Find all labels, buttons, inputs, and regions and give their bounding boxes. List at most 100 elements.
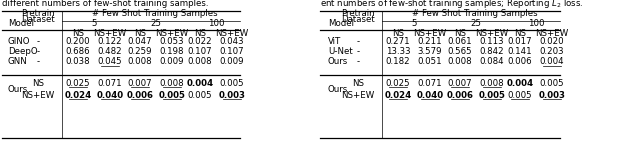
Text: 0.005: 0.005 [508,90,532,100]
Text: 0.024: 0.024 [385,90,412,100]
Text: 0.004: 0.004 [540,58,564,66]
Text: 0.482: 0.482 [98,48,122,57]
Text: 13.33: 13.33 [386,48,410,57]
Text: 0.040: 0.040 [417,90,444,100]
Text: # Few Shot Training Samples: # Few Shot Training Samples [412,9,538,17]
Text: 0.113: 0.113 [480,37,504,46]
Text: 0.040: 0.040 [97,90,124,100]
Text: NS: NS [72,29,84,37]
Text: 0.004: 0.004 [186,79,214,87]
Text: 0.020: 0.020 [540,37,564,46]
Text: 0.005: 0.005 [220,79,244,87]
Text: -: - [36,58,40,66]
Text: -: - [36,48,40,57]
Text: Dataset: Dataset [21,14,55,23]
Text: NS+EW: NS+EW [21,90,54,100]
Text: Pretrain: Pretrain [21,9,55,17]
Text: 100: 100 [208,19,224,29]
Text: 0.043: 0.043 [220,37,244,46]
Text: 0.271: 0.271 [386,37,410,46]
Text: 0.071: 0.071 [98,79,122,87]
Text: GINO: GINO [8,37,31,46]
Text: 0.003: 0.003 [538,90,566,100]
Text: Model: Model [8,18,34,28]
Text: NS+EW: NS+EW [216,29,248,37]
Text: 3.579: 3.579 [418,48,442,57]
Text: 0.005: 0.005 [540,79,564,87]
Text: 0.007: 0.007 [128,79,152,87]
Text: 0.017: 0.017 [508,37,532,46]
Text: 0.038: 0.038 [66,58,90,66]
Text: GNN: GNN [8,58,28,66]
Text: different numbers of few-shot training samples.: different numbers of few-shot training s… [2,0,209,9]
Text: 0.025: 0.025 [66,79,90,87]
Text: 25: 25 [470,19,481,29]
Text: NS+EW: NS+EW [536,29,568,37]
Text: -: - [356,58,360,66]
Text: 100: 100 [528,19,544,29]
Text: Model: Model [328,18,354,28]
Text: 5: 5 [412,19,417,29]
Text: NS: NS [134,29,146,37]
Text: 0.565: 0.565 [448,48,472,57]
Text: 0.009: 0.009 [220,58,244,66]
Text: ent numbers of few-shot training samples; Reporting $L_2$ loss.: ent numbers of few-shot training samples… [320,0,584,11]
Text: 0.024: 0.024 [65,90,92,100]
Text: -: - [356,48,360,57]
Text: Ours: Ours [8,84,28,93]
Text: NS: NS [454,29,466,37]
Text: 0.047: 0.047 [128,37,152,46]
Text: 0.211: 0.211 [418,37,442,46]
Text: # Few Shot Training Samples: # Few Shot Training Samples [92,9,218,17]
Text: 0.022: 0.022 [188,37,212,46]
Text: 0.842: 0.842 [480,48,504,57]
Text: 0.107: 0.107 [220,48,244,57]
Text: 25: 25 [150,19,161,29]
Text: 0.009: 0.009 [160,58,184,66]
Text: NS: NS [514,29,526,37]
Text: NS+EW: NS+EW [93,29,127,37]
Text: Dataset: Dataset [341,14,375,23]
Text: NS+EW: NS+EW [341,90,374,100]
Text: NS: NS [32,79,44,87]
Text: 0.008: 0.008 [188,58,212,66]
Text: 0.071: 0.071 [418,79,442,87]
Text: 0.198: 0.198 [160,48,184,57]
Text: -: - [36,37,40,46]
Text: DeepO: DeepO [8,48,38,57]
Text: NS: NS [392,29,404,37]
Text: 0.005: 0.005 [159,90,186,100]
Text: 0.053: 0.053 [160,37,184,46]
Text: 0.008: 0.008 [448,58,472,66]
Text: ViT: ViT [328,37,341,46]
Text: 0.004: 0.004 [506,79,534,87]
Text: 0.107: 0.107 [188,48,212,57]
Text: NS+EW: NS+EW [156,29,189,37]
Text: 5: 5 [92,19,97,29]
Text: 0.003: 0.003 [218,90,246,100]
Text: 0.006: 0.006 [127,90,154,100]
Text: 0.686: 0.686 [66,48,90,57]
Text: U-Net: U-Net [328,48,353,57]
Text: NS+EW: NS+EW [413,29,447,37]
Text: 0.122: 0.122 [98,37,122,46]
Text: 0.025: 0.025 [386,79,410,87]
Text: 0.203: 0.203 [540,48,564,57]
Text: NS: NS [352,79,364,87]
Text: 0.051: 0.051 [418,58,442,66]
Text: 0.061: 0.061 [448,37,472,46]
Text: 0.006: 0.006 [447,90,474,100]
Text: 0.200: 0.200 [66,37,90,46]
Text: Pretrain: Pretrain [341,9,375,17]
Text: 0.008: 0.008 [480,79,504,87]
Text: 0.005: 0.005 [479,90,506,100]
Text: 0.045: 0.045 [98,58,122,66]
Text: 0.005: 0.005 [188,90,212,100]
Text: NS+EW: NS+EW [476,29,509,37]
Text: 0.007: 0.007 [448,79,472,87]
Text: 0.008: 0.008 [128,58,152,66]
Text: 0.141: 0.141 [508,48,532,57]
Text: -: - [356,37,360,46]
Text: 0.182: 0.182 [386,58,410,66]
Text: Ours: Ours [328,84,348,93]
